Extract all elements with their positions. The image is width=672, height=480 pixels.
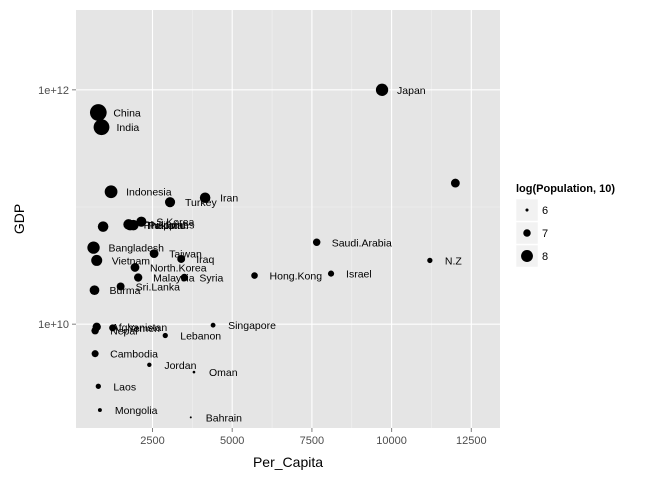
point-label: Syria <box>199 273 223 285</box>
data-point <box>162 332 168 339</box>
point-label: Bangladesh <box>109 243 165 255</box>
point-label: Sri.Lanka <box>136 281 181 293</box>
point-label: Turkey <box>185 197 217 209</box>
data-point <box>164 197 176 208</box>
point-label: Philippines <box>144 219 195 231</box>
x-tick-label: 12500 <box>456 435 487 447</box>
data-point <box>97 221 109 232</box>
point-label: Israel <box>346 269 372 281</box>
data-point <box>93 119 110 136</box>
data-point <box>177 255 186 263</box>
data-point <box>91 350 99 358</box>
y-tick-label: 1e+12 <box>38 85 69 97</box>
point-label: Thailand <box>145 220 185 232</box>
legend-key-point <box>525 208 529 212</box>
data-point <box>109 324 117 332</box>
point-label: Jordan <box>164 360 196 372</box>
point-label: Indonesia <box>126 187 172 199</box>
legend-label: 8 <box>542 251 548 263</box>
y-axis-title: GDP <box>11 204 27 234</box>
data-point <box>116 282 125 291</box>
data-point <box>130 263 140 272</box>
data-point <box>450 178 460 188</box>
data-point <box>133 273 143 282</box>
x-tick-label: 7500 <box>300 435 324 447</box>
data-point <box>89 104 107 121</box>
point-label: Yemen <box>128 323 160 335</box>
data-point <box>87 241 100 254</box>
data-point <box>123 219 134 230</box>
point-label: Burma <box>109 285 140 297</box>
data-point <box>427 257 433 264</box>
point-label: Cambodia <box>110 349 158 361</box>
point-label: Malaysia <box>153 273 195 285</box>
point-label: Hong.Kong <box>270 271 323 283</box>
y-tick-label: 1e+10 <box>38 319 69 331</box>
point-label: N.Z <box>445 255 463 267</box>
x-tick-label: 5000 <box>220 435 244 447</box>
point-label: Bahrain <box>206 412 242 424</box>
point-label: Japan <box>397 85 426 97</box>
point-label: Iraq <box>196 254 214 266</box>
data-point <box>136 216 147 227</box>
point-label: S.Korea <box>156 217 194 229</box>
point-label: India <box>117 122 140 134</box>
data-point <box>91 326 99 335</box>
legend-label: 6 <box>542 205 548 217</box>
x-tick-label: 10000 <box>376 435 407 447</box>
point-label: Laos <box>113 381 136 393</box>
legend-key-point <box>521 250 533 262</box>
data-point <box>312 238 321 247</box>
point-label: China <box>113 108 141 120</box>
point-label: Saudi.Arabia <box>332 237 392 249</box>
point-label: Mongolia <box>115 405 158 417</box>
data-point <box>189 416 192 419</box>
point-label: North.Korea <box>150 262 207 274</box>
data-point <box>149 249 159 259</box>
data-point <box>251 272 258 279</box>
data-point <box>180 273 189 282</box>
data-point <box>375 83 389 96</box>
point-label: Taiwan <box>169 249 202 261</box>
data-point <box>89 285 100 296</box>
data-point <box>97 408 102 413</box>
point-label: Lebanon <box>180 331 221 343</box>
point-label: Singapore <box>228 320 276 332</box>
data-point <box>199 192 211 204</box>
plot-panel <box>76 10 500 428</box>
point-label: Oman <box>209 367 238 379</box>
point-label: Vietnam <box>112 255 151 267</box>
x-axis-title: Per_Capita <box>253 454 323 470</box>
data-point <box>327 270 335 277</box>
legend-key-point <box>523 229 531 237</box>
data-point <box>210 322 216 328</box>
data-point <box>95 383 101 389</box>
x-tick-label: 2500 <box>140 435 164 447</box>
point-label: Nepal <box>110 326 137 338</box>
point-label: Afghanistan <box>112 322 168 334</box>
point-label: Pakistan <box>148 220 188 232</box>
legend-label: 7 <box>542 228 548 240</box>
data-point <box>91 254 103 266</box>
data-point <box>147 362 152 368</box>
legend-title: log(Population, 10) <box>516 183 615 195</box>
point-label: Iran <box>220 193 238 205</box>
data-point <box>192 370 196 374</box>
data-point <box>104 185 118 199</box>
